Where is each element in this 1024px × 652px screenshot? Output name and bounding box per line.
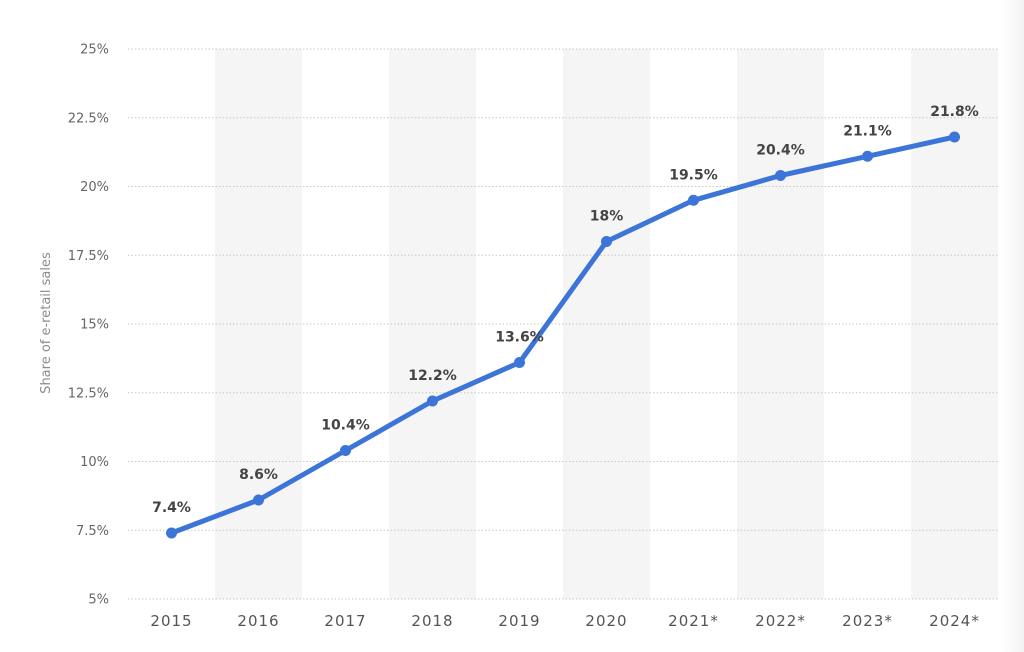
data-label: 8.6% bbox=[239, 467, 278, 483]
data-point bbox=[862, 150, 873, 162]
data-label: 10.4% bbox=[321, 418, 370, 434]
data-point bbox=[775, 170, 786, 181]
data-point bbox=[253, 494, 264, 506]
data-label: 19.5% bbox=[669, 167, 718, 183]
y-tick-label: 15% bbox=[80, 318, 109, 333]
y-tick-label: 17.5% bbox=[68, 249, 109, 264]
gridlines bbox=[128, 48, 998, 600]
data-label: 12.2% bbox=[408, 368, 457, 384]
y-tick-label: 25% bbox=[80, 43, 109, 58]
y-tick-label: 5% bbox=[88, 593, 109, 608]
data-point bbox=[340, 445, 351, 456]
x-tick-label: 2018 bbox=[411, 612, 453, 630]
x-tick-label: 2017 bbox=[324, 612, 366, 630]
series-group bbox=[166, 131, 960, 539]
series-line bbox=[169, 134, 957, 536]
y-tick-label: 22.5% bbox=[68, 111, 109, 126]
x-tick-label: 2021* bbox=[668, 612, 719, 630]
x-tick-label: 2022* bbox=[755, 612, 806, 630]
data-label: 13.6% bbox=[495, 330, 544, 346]
data-point bbox=[166, 527, 177, 539]
y-tick-label: 7.5% bbox=[76, 524, 109, 539]
data-label: 21.1% bbox=[843, 123, 892, 139]
data-point bbox=[427, 395, 438, 407]
data-label: 20.4% bbox=[756, 143, 805, 159]
y-axis-title: Share of e-retail sales bbox=[39, 243, 54, 394]
y-axis-title-text: Share of e-retail sales bbox=[39, 252, 54, 394]
x-axis-ticks: 2015 2016 2017 2018 2019 2020 2021* 2022* 2023* 2… bbox=[150, 612, 980, 630]
x-tick-label: 2020 bbox=[585, 612, 627, 630]
x-tick-label: 2016 bbox=[237, 612, 279, 630]
data-label: 21.8% bbox=[930, 104, 979, 120]
data-point bbox=[514, 357, 525, 368]
data-point bbox=[949, 131, 960, 143]
data-labels: 7.4% 8.6% 10.4% 12.2% 13.6% 18% 19.5% 20.4% 21.1… bbox=[152, 104, 979, 516]
y-tick-label: 20% bbox=[80, 180, 109, 195]
y-tick-label: 10% bbox=[80, 455, 109, 470]
x-tick-label: 2023* bbox=[842, 612, 893, 630]
x-tick-label: 2015 bbox=[150, 612, 192, 630]
data-label: 18% bbox=[590, 209, 624, 225]
x-tick-label: 2024* bbox=[929, 612, 980, 630]
data-point bbox=[601, 236, 612, 247]
y-axis-ticks: 5% 7.5% 10% 12.5% 15% 17.5% 20% 22.5% 25% bbox=[68, 43, 109, 608]
x-tick-label: 2019 bbox=[498, 612, 540, 630]
data-point bbox=[688, 194, 699, 206]
data-label: 7.4% bbox=[152, 500, 191, 516]
y-tick-label: 12.5% bbox=[68, 386, 109, 401]
